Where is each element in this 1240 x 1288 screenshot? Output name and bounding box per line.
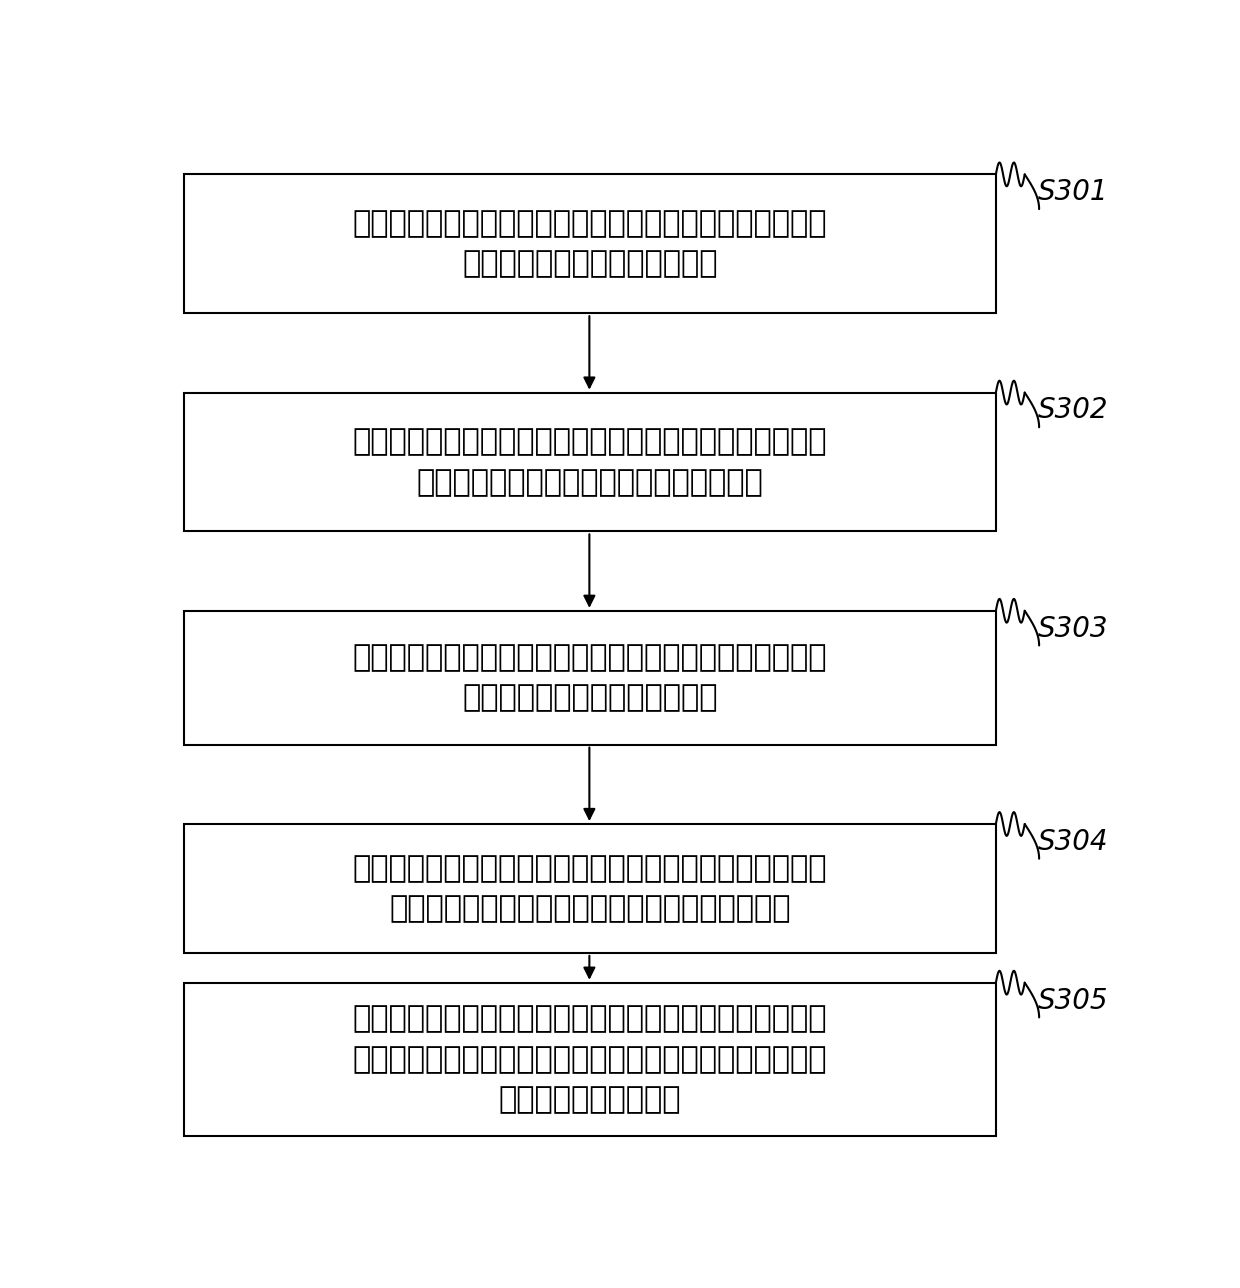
Bar [184,393,996,532]
Bar [184,174,996,313]
Text: 将伪地貌数据输入至粗粒度隐藏编码网络，获得粗粒度隐藏
编码网络输出的粗粒度隐藏编码: 将伪地貌数据输入至粗粒度隐藏编码网络，获得粗粒度隐藏 编码网络输出的粗粒度隐藏编… [352,643,827,712]
Bar [184,611,996,744]
Text: 将随机噪声、粗粒度类别信息和细粒度类别信息输入生成器
，获得生成器输出的伪地貌数据: 将随机噪声、粗粒度类别信息和细粒度类别信息输入生成器 ，获得生成器输出的伪地貌数… [352,209,827,278]
Text: S302: S302 [1038,397,1109,425]
Text: S303: S303 [1038,614,1109,643]
Text: 将伪地貌数据和未标注的地貌样本训练数据集中的样本图像
输入至判别器，获得判别器输出的判别结果: 将伪地貌数据和未标注的地貌样本训练数据集中的样本图像 输入至判别器，获得判别器输… [352,428,827,497]
Text: S301: S301 [1038,178,1109,206]
Bar [184,983,996,1136]
Text: S304: S304 [1038,828,1109,855]
Text: 将伪地貌数据和粗粒度隐藏编码输入至细粒度隐藏编码网络
，获得细粒度隐藏编码网络输出的细粒度隐藏编码: 将伪地貌数据和粗粒度隐藏编码输入至细粒度隐藏编码网络 ，获得细粒度隐藏编码网络输… [352,854,827,923]
Text: S305: S305 [1038,987,1109,1015]
Text: 依此进行迭代训练，直到判别结果、粗粒度隐藏编码和细粒
度隐藏编码达到对应的预设效果，将生成器输出的伪地貌数
据作为目标伪地貌数据: 依此进行迭代训练，直到判别结果、粗粒度隐藏编码和细粒 度隐藏编码达到对应的预设效… [352,1005,827,1114]
Bar [184,824,996,953]
